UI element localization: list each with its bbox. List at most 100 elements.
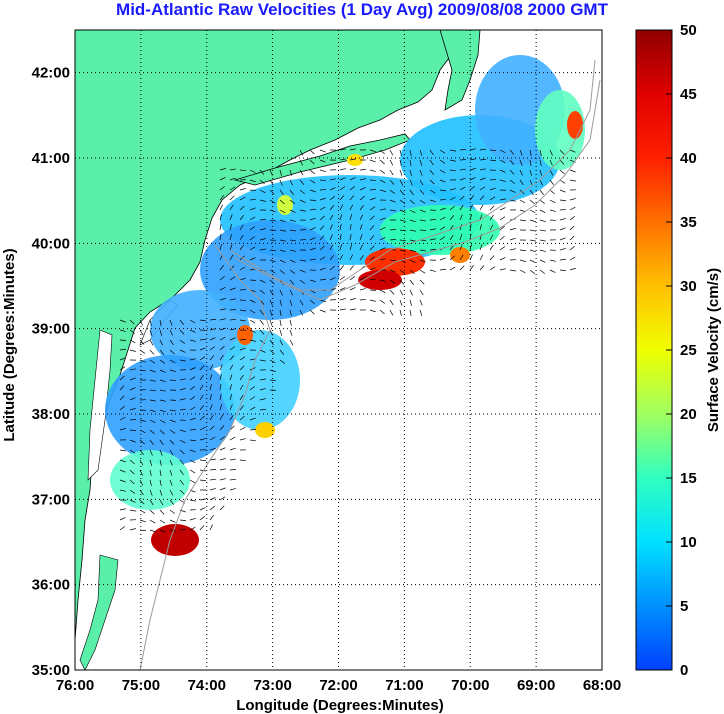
velocity-arrow — [379, 208, 386, 211]
velocity-arrow — [359, 299, 367, 301]
velocity-arrow — [419, 199, 426, 204]
velocity-arrow — [399, 229, 406, 232]
velocity-arrow — [339, 265, 345, 271]
velocity-arrow — [159, 419, 166, 424]
velocity-arrow — [499, 207, 506, 211]
velocity-arrow — [229, 244, 233, 251]
velocity-arrow — [269, 179, 274, 186]
velocity-arrow — [529, 149, 532, 156]
velocity-arrow — [119, 385, 125, 391]
velocity-arrow — [569, 179, 576, 182]
velocity-arrow — [379, 258, 386, 261]
velocity-arrow — [359, 224, 363, 231]
velocity-arrow — [119, 339, 127, 341]
velocity-arrow — [359, 178, 366, 181]
velocity-arrow — [239, 415, 245, 421]
velocity-arrow — [149, 409, 156, 413]
velocity-arrow — [149, 479, 152, 486]
velocity-arrow — [379, 189, 386, 192]
velocity-arrow — [179, 349, 186, 353]
velocity-arrow — [139, 439, 145, 445]
velocity-arrow — [199, 516, 205, 521]
velocity-arrow — [539, 209, 546, 213]
velocity-arrow — [219, 234, 222, 241]
velocity-arrow — [289, 299, 293, 306]
velocity-arrow — [379, 169, 386, 174]
velocity-arrow — [459, 254, 464, 261]
velocity-arrow — [439, 149, 446, 154]
velocity-arrow — [239, 266, 246, 271]
velocity-arrow — [239, 169, 247, 171]
velocity-arrow — [239, 319, 246, 322]
velocity-arrow — [309, 189, 316, 193]
velocity-arrow — [229, 276, 236, 281]
velocity-arrow — [469, 234, 472, 241]
velocity-arrow — [369, 299, 376, 302]
velocity-arrow — [239, 244, 244, 251]
velocity-arrow — [439, 257, 446, 261]
velocity-arrow — [189, 329, 196, 333]
velocity-arrow — [449, 188, 456, 191]
velocity-hotspot — [567, 111, 583, 139]
velocity-arrow — [179, 519, 187, 521]
velocity-arrow — [429, 218, 437, 221]
x-tick-label: 73:00 — [253, 677, 291, 694]
velocity-arrow — [119, 449, 126, 452]
velocity-arrow — [279, 209, 286, 214]
velocity-arrow — [409, 229, 416, 232]
velocity-arrow — [409, 269, 415, 275]
velocity-arrow — [519, 199, 526, 204]
velocity-arrow — [229, 394, 233, 401]
velocity-arrow — [199, 384, 204, 391]
velocity-arrow — [349, 254, 353, 261]
velocity-arrow — [229, 254, 234, 261]
velocity-arrow — [569, 267, 576, 271]
velocity-arrow — [189, 406, 196, 411]
velocity-arrow — [359, 205, 364, 211]
velocity-arrow — [499, 225, 505, 231]
velocity-arrow — [159, 409, 166, 413]
velocity-arrow — [219, 414, 224, 421]
velocity-arrow — [279, 339, 284, 346]
velocity-arrow — [419, 149, 423, 156]
velocity-arrow — [389, 159, 394, 166]
velocity-arrow — [219, 287, 226, 291]
velocity-arrow — [529, 199, 535, 205]
velocity-arrow — [159, 429, 165, 435]
velocity-arrow — [129, 419, 137, 421]
velocity-arrow — [429, 248, 436, 251]
velocity-arrow — [319, 299, 326, 302]
velocity-arrow — [309, 247, 316, 251]
velocity-arrow — [519, 159, 523, 166]
velocity-arrow — [319, 206, 326, 211]
velocity-arrow — [129, 339, 136, 344]
velocity-arrow — [219, 468, 226, 471]
velocity-arrow — [159, 439, 164, 446]
velocity-arrow — [499, 235, 505, 241]
velocity-arrow — [539, 219, 546, 222]
y-tick-label: 35:00 — [32, 662, 70, 679]
velocity-arrow — [259, 279, 266, 283]
velocity-arrow — [489, 244, 494, 251]
velocity-arrow — [149, 449, 153, 456]
x-tick-label: 72:00 — [319, 677, 357, 694]
velocity-arrow — [499, 246, 506, 251]
velocity-arrow — [559, 247, 566, 251]
velocity-arrow — [479, 148, 486, 151]
velocity-arrow — [489, 234, 494, 241]
velocity-arrow — [419, 179, 424, 186]
velocity-arrow — [489, 224, 494, 231]
long-island — [233, 133, 411, 186]
velocity-arrow — [229, 364, 234, 371]
velocity-arrow — [369, 267, 376, 271]
velocity-arrow — [129, 499, 136, 503]
velocity-arrow — [119, 329, 126, 332]
velocity-arrow — [399, 289, 404, 296]
colorbar-tick-label: 45 — [680, 86, 697, 103]
velocity-arrow — [319, 225, 325, 231]
velocity-arrow — [119, 319, 126, 323]
velocity-arrow — [289, 169, 293, 176]
velocity-arrow — [249, 226, 256, 231]
velocity-arrow — [369, 225, 375, 231]
velocity-arrow — [289, 289, 294, 296]
